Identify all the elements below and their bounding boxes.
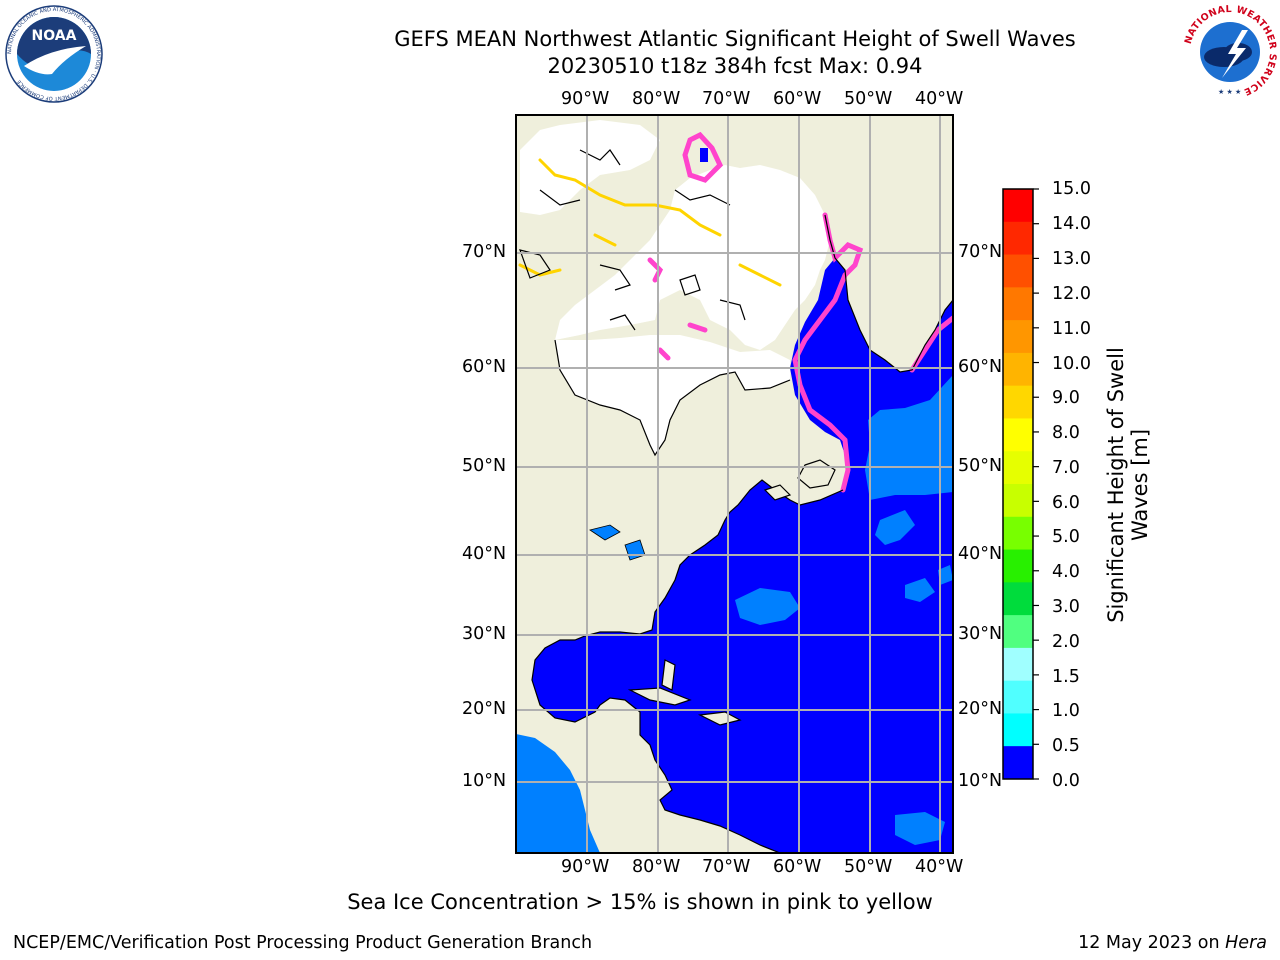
footer-date: 12 May 2023 on Hera [1078,933,1267,953]
colorbar-tick-label: 8.0 [1052,423,1080,443]
colorbar-segment [1003,680,1033,714]
colorbar-tick-label: 12.0 [1052,284,1091,304]
pacific-ocean [516,734,600,853]
colorbar-tick-label: 14.0 [1052,214,1091,234]
colorbar-segment [1003,516,1033,551]
colorbar-tick-label: 15.0 [1052,179,1091,199]
lon-label-top: 70°W [702,89,751,109]
lat-label-left: 10°N [462,771,507,791]
colorbar-tick-label: 11.0 [1052,319,1091,339]
colorbar-tick-label: 0.0 [1052,771,1080,791]
lat-label-right: 10°N [958,771,1003,791]
noaa-logo: NATIONAL OCEANIC AND ATMOSPHERIC ADMINIS… [5,5,103,103]
colorbar-segment [1003,352,1033,387]
colorbar-label: Significant Height of Swell Waves [m] [1104,347,1152,623]
lat-label-left: 60°N [462,357,507,377]
chart-title: GEFS MEAN Northwest Atlantic Significant… [394,27,1076,51]
swell-patches [735,375,953,845]
lat-label-right: 70°N [958,242,1003,262]
lat-label-left: 50°N [462,456,507,476]
colorbar-tick-label: 6.0 [1052,493,1080,513]
lat-label-right: 50°N [958,456,1003,476]
colorbar-label-line2: Waves [m] [1128,428,1152,542]
lon-label-bottom: 90°W [561,857,610,877]
colorbar-segment [1003,451,1033,485]
colorbar-segment [1003,418,1033,452]
colorbar-segment [1003,549,1033,583]
lon-label-top: 50°W [844,89,893,109]
lat-label-right: 40°N [958,544,1003,564]
colorbar-tick-label: 5.0 [1052,527,1080,547]
colorbar-tick-label: 9.0 [1052,388,1080,408]
colorbar-tick-label: 0.5 [1052,736,1080,756]
lat-label-left: 40°N [462,544,507,564]
colorbar-segment [1003,221,1033,256]
graticule [516,115,953,853]
colorbar-segment [1003,484,1033,518]
lat-label-left: 70°N [462,242,507,262]
lon-label-bottom: 70°W [702,857,751,877]
svg-text:★ ★ ★: ★ ★ ★ [1218,88,1241,96]
colorbar-segment [1003,189,1033,223]
colorbar-segment [1003,287,1033,321]
colorbar-tick-label: 4.0 [1052,562,1080,582]
noaa-logo-text: NOAA [32,28,77,44]
colorbar-segment [1003,615,1033,649]
lon-label-top: 60°W [773,89,822,109]
sea-ice-note: Sea Ice Concentration > 15% is shown in … [347,890,933,914]
lat-label-left: 30°N [462,624,507,644]
lon-label-top: 80°W [632,89,681,109]
colorbar-segment [1003,582,1033,616]
lat-label-left: 20°N [462,699,507,719]
lon-label-bottom: 60°W [773,857,822,877]
colorbar-segment [1003,713,1033,747]
footer-date-text: 12 May 2023 on [1078,933,1226,953]
lat-label-right: 30°N [958,624,1003,644]
footer-credit: NCEP/EMC/Verification Post Processing Pr… [13,933,593,953]
sea-ice [520,120,830,455]
ice-hole [700,148,708,162]
colorbar-tick-label: 10.0 [1052,354,1091,374]
colorbar-tick-label: 3.0 [1052,597,1080,617]
map-frame [515,114,954,854]
colorbar-segment [1003,320,1033,354]
colorbar-tick-label: 2.0 [1052,632,1080,652]
lat-label-right: 20°N [958,699,1003,719]
footer-host: Hera [1225,933,1267,953]
colorbar-frame [1002,188,1034,780]
colorbar-ticks [1033,188,1039,780]
colorbar-segment [1003,647,1033,682]
sea-ice-edge [518,131,953,493]
colorbar-tick-label: 13.0 [1052,249,1091,269]
lon-label-bottom: 80°W [632,857,681,877]
colorbar-tick-label: 1.0 [1052,701,1080,721]
colorbar-segment [1003,385,1033,419]
chart-subtitle: 20230510 t18z 384h fcst Max: 0.94 [547,54,923,78]
lon-label-top: 40°W [915,89,964,109]
colorbar [1003,189,1033,780]
colorbar-tick-label: 1.5 [1052,667,1080,687]
colorbar-segment [1003,254,1033,288]
colorbar-label-line1: Significant Height of Swell [1104,347,1128,623]
lat-label-right: 60°N [958,357,1003,377]
lon-label-bottom: 50°W [844,857,893,877]
colorbar-tick-label: 7.0 [1052,458,1080,478]
nws-logo: NATIONAL WEATHER SERVICE ★ ★ ★ [1182,4,1278,100]
lon-label-bottom: 40°W [915,857,964,877]
colorbar-segment [1003,746,1033,779]
lon-label-top: 90°W [561,89,610,109]
